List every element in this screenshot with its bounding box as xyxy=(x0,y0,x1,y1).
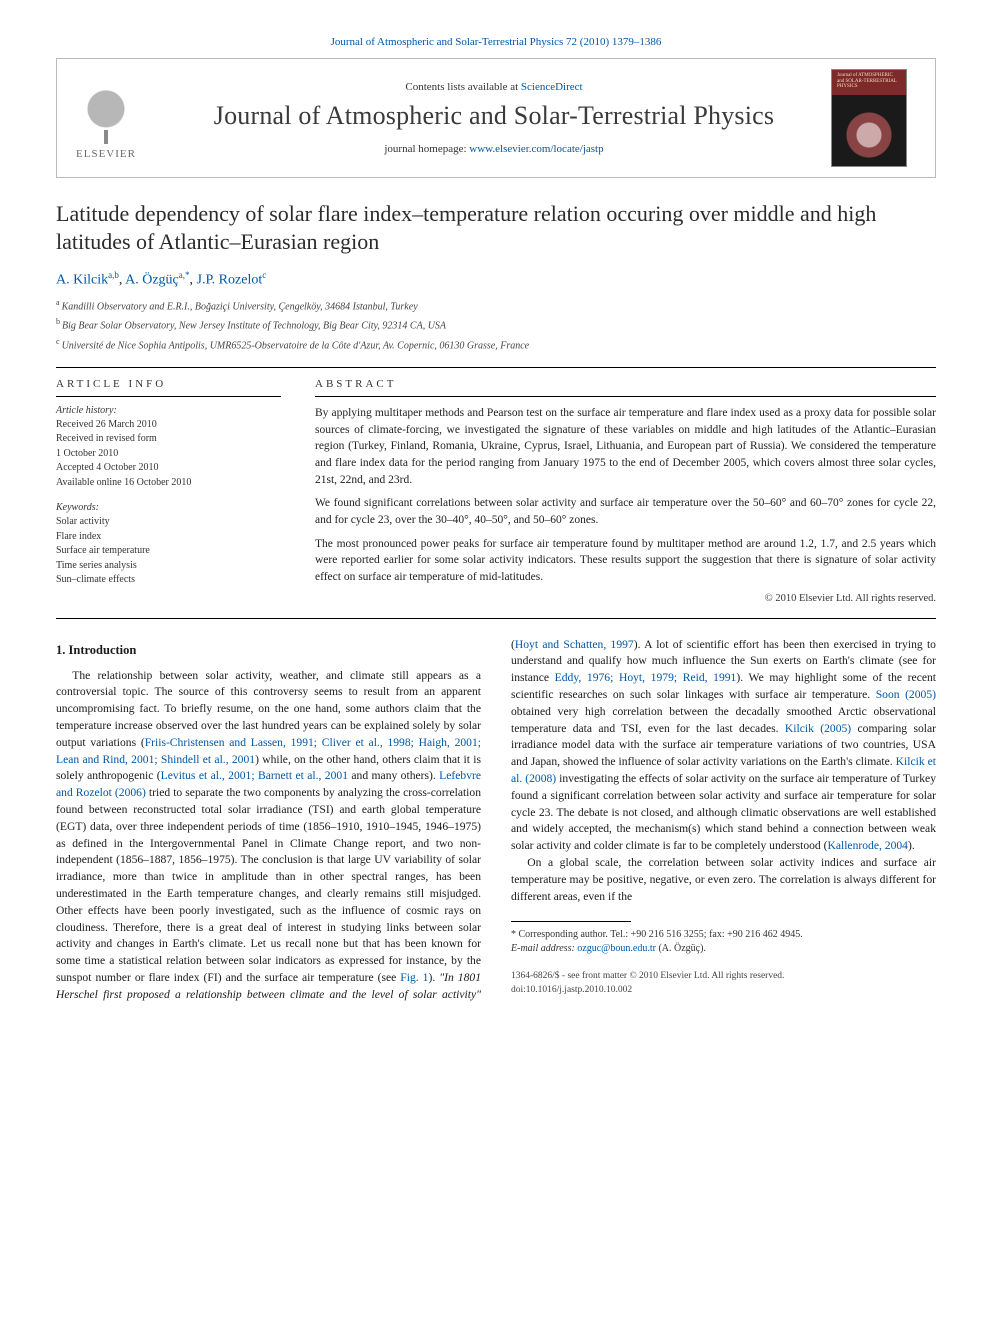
doi-line: doi:10.1016/j.jastp.2010.10.002 xyxy=(511,984,936,997)
affiliation-text: Big Bear Solar Observatory, New Jersey I… xyxy=(62,321,446,332)
divider xyxy=(56,396,281,397)
keywords-head: Keywords: xyxy=(56,502,281,513)
affiliation-text: Université de Nice Sophia Antipolis, UMR… xyxy=(62,340,530,351)
citation-link[interactable]: Kallenrode, 2004 xyxy=(827,839,908,852)
email-line: E-mail address: ozguc@boun.edu.tr (A. Öz… xyxy=(511,942,936,956)
body-text: ). xyxy=(428,971,439,984)
abstract-heading: ABSTRACT xyxy=(315,378,936,390)
citation-link[interactable]: Eddy, 1976; Hoyt, 1979; Reid, 1991 xyxy=(555,671,737,684)
section-heading: 1. Introduction xyxy=(56,643,481,658)
figure-ref-link[interactable]: Fig. 1 xyxy=(400,971,428,984)
email-tail: (A. Özgüç). xyxy=(656,943,706,954)
issn-line: 1364-6826/$ - see front matter © 2010 El… xyxy=(511,970,936,983)
contents-line: Contents lists available at ScienceDirec… xyxy=(169,81,819,93)
journal-homepage-line: journal homepage: www.elsevier.com/locat… xyxy=(169,143,819,155)
corresponding-author-note: * Corresponding author. Tel.: +90 216 51… xyxy=(511,928,936,942)
publisher-wordmark: ELSEVIER xyxy=(76,148,136,160)
front-matter-meta: 1364-6826/$ - see front matter © 2010 El… xyxy=(511,970,936,997)
body-two-column: 1. Introduction The relationship between… xyxy=(56,637,936,1004)
email-label: E-mail address: xyxy=(511,943,577,954)
email-link[interactable]: ozguc@boun.edu.tr xyxy=(577,943,656,954)
author-affil-sup: a,* xyxy=(179,270,190,280)
keyword: Surface air temperature xyxy=(56,544,281,559)
body-text: ). xyxy=(908,839,915,852)
history-line: Accepted 4 October 2010 xyxy=(56,461,281,476)
citation-link[interactable]: Hoyt and Schatten, 1997 xyxy=(515,638,634,651)
abstract-para: By applying multitaper methods and Pears… xyxy=(315,405,936,488)
publisher-logo: ELSEVIER xyxy=(67,76,145,160)
cover-thumb-art-icon xyxy=(842,112,896,158)
affiliation-text: Kandilli Observatory and E.R.I., Boğaziç… xyxy=(62,301,418,312)
divider xyxy=(56,367,936,368)
history-line: 1 October 2010 xyxy=(56,447,281,462)
abstract-column: ABSTRACT By applying multitaper methods … xyxy=(315,378,936,604)
article-title: Latitude dependency of solar flare index… xyxy=(56,200,936,256)
affiliation: bBig Bear Solar Observatory, New Jersey … xyxy=(56,316,936,333)
article-info-column: ARTICLE INFO Article history: Received 2… xyxy=(56,378,281,604)
homepage-prefix: journal homepage: xyxy=(384,143,469,155)
history-line: Received 26 March 2010 xyxy=(56,418,281,433)
body-text: tried to separate the two components by … xyxy=(56,786,481,933)
keyword: Solar activity xyxy=(56,515,281,530)
author-list: A. Kilcika,b, A. Özgüça,*, J.P. Rozelotc xyxy=(56,270,936,289)
citation-link[interactable]: Levitus et al., 2001; Barnett et al., 20… xyxy=(161,769,348,782)
running-head-link[interactable]: Journal of Atmospheric and Solar-Terrest… xyxy=(331,36,662,48)
divider xyxy=(315,396,936,397)
contents-prefix: Contents lists available at xyxy=(405,81,520,93)
author-affil-sup: a,b xyxy=(108,270,119,280)
homepage-link[interactable]: www.elsevier.com/locate/jastp xyxy=(469,143,603,155)
cover-thumb-title: Journal of ATMOSPHERIC and SOLAR-TERREST… xyxy=(837,73,901,90)
journal-header: ELSEVIER Contents lists available at Sci… xyxy=(56,58,936,178)
author-link[interactable]: J.P. Rozelot xyxy=(197,273,263,288)
abstract-copyright: © 2010 Elsevier Ltd. All rights reserved… xyxy=(315,593,936,604)
citation-link[interactable]: Soon (2005) xyxy=(876,688,936,701)
affiliation: cUniversité de Nice Sophia Antipolis, UM… xyxy=(56,336,936,353)
history-line: Received in revised form xyxy=(56,432,281,447)
abstract-para: We found significant correlations betwee… xyxy=(315,495,936,528)
body-para: On a global scale, the correlation betwe… xyxy=(511,855,936,905)
author-affil-sup: c xyxy=(262,270,266,280)
running-head: Journal of Atmospheric and Solar-Terrest… xyxy=(56,36,936,48)
journal-cover-thumb: Journal of ATMOSPHERIC and SOLAR-TERREST… xyxy=(831,69,907,167)
keyword: Time series analysis xyxy=(56,559,281,574)
author-link[interactable]: A. Özgüç xyxy=(125,273,179,288)
body-text: and many others). xyxy=(348,769,439,782)
article-history-head: Article history: xyxy=(56,405,281,416)
citation-link[interactable]: Kilcik (2005) xyxy=(785,722,851,735)
elsevier-tree-icon xyxy=(76,90,136,144)
divider xyxy=(56,618,936,619)
journal-title: Journal of Atmospheric and Solar-Terrest… xyxy=(169,101,819,131)
keyword: Flare index xyxy=(56,530,281,545)
author-link[interactable]: A. Kilcik xyxy=(56,273,108,288)
sciencedirect-link[interactable]: ScienceDirect xyxy=(521,81,583,93)
affiliation: aKandilli Observatory and E.R.I., Boğazi… xyxy=(56,297,936,314)
footnote-divider xyxy=(511,921,631,922)
history-line: Available online 16 October 2010 xyxy=(56,476,281,491)
keyword: Sun–climate effects xyxy=(56,573,281,588)
article-info-heading: ARTICLE INFO xyxy=(56,378,281,390)
abstract-para: The most pronounced power peaks for surf… xyxy=(315,536,936,586)
